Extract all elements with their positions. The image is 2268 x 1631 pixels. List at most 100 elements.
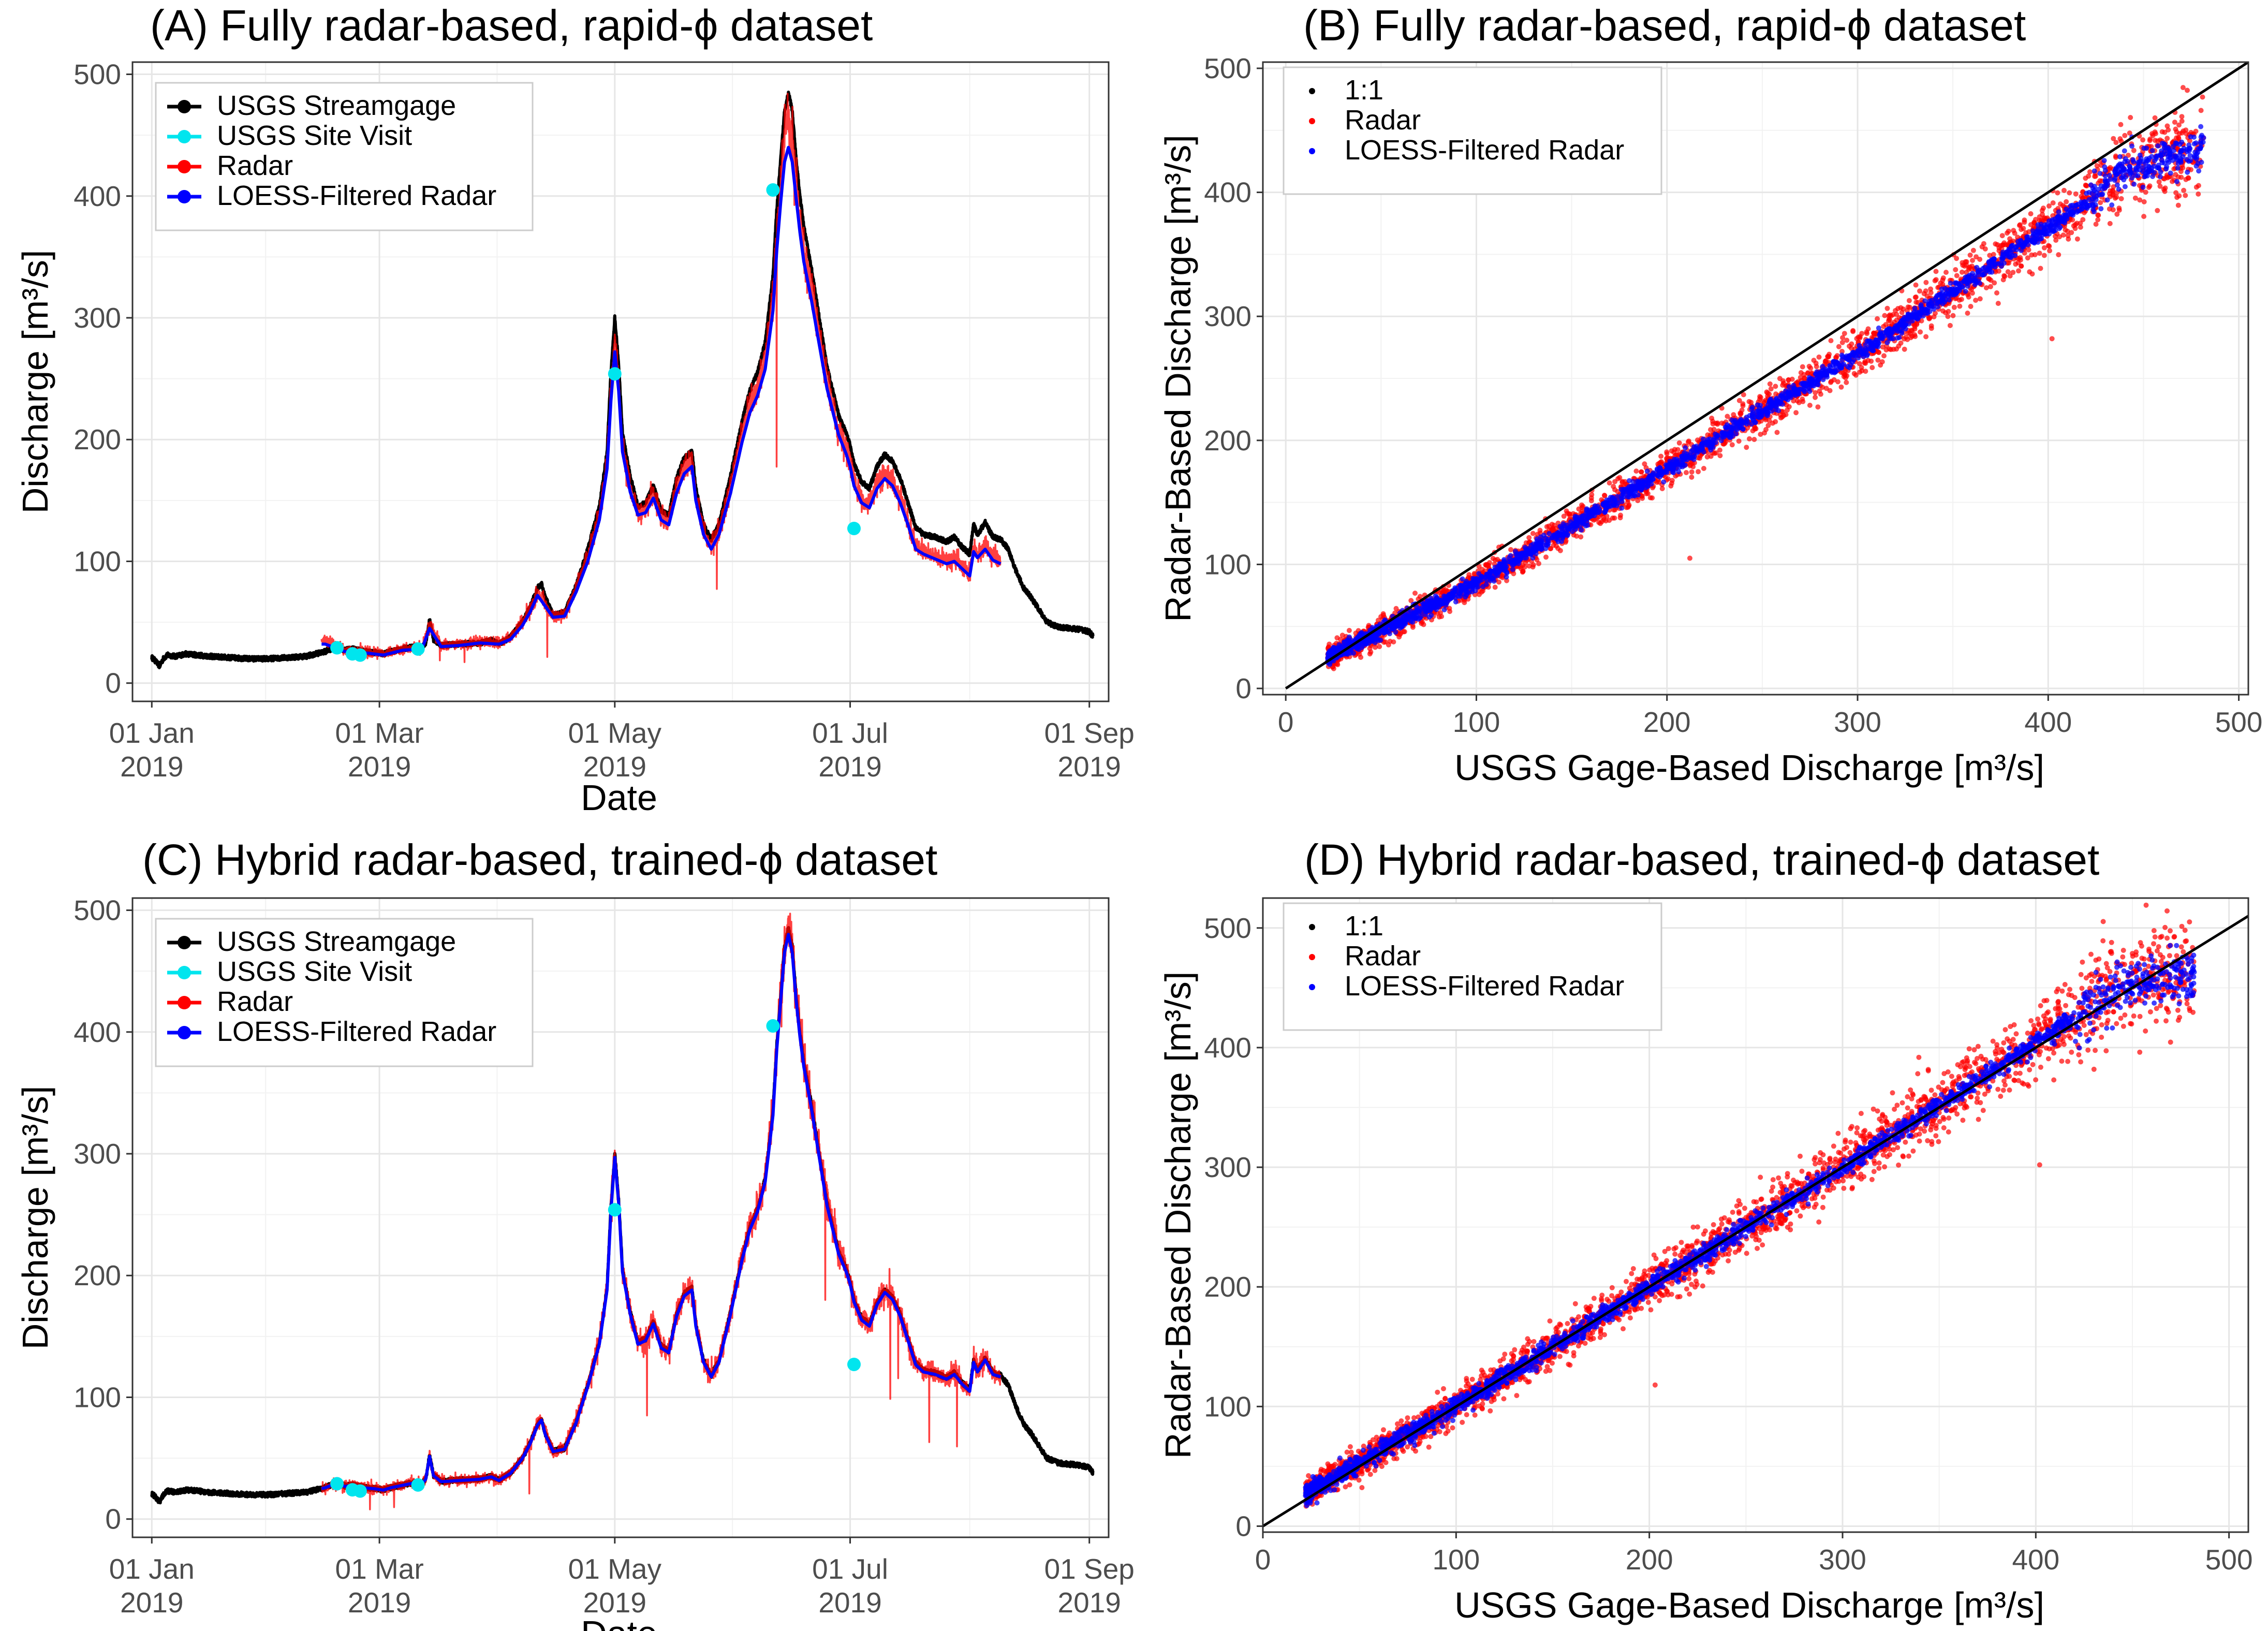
panel-title: (A) Fully radar-based, rapid-ϕ dataset: [150, 1, 873, 50]
radar-point: [2053, 238, 2059, 243]
radar-point: [1689, 469, 1695, 475]
radar-point: [2013, 261, 2019, 267]
loess-point: [1739, 417, 1744, 422]
loess-point: [2149, 154, 2155, 159]
loess-point: [1691, 457, 1697, 462]
radar-point: [2175, 202, 2181, 208]
radar-point: [2028, 211, 2034, 216]
loess-point: [1464, 579, 1469, 584]
radar-point: [2173, 190, 2179, 196]
radar-point: [1806, 363, 1812, 369]
loess-point: [1768, 405, 1774, 411]
radar-point: [1983, 285, 1989, 290]
loess-point: [1650, 472, 1655, 478]
x-tick-label: 2019: [120, 1586, 183, 1619]
radar-point: [1946, 308, 1951, 314]
radar-point: [1953, 267, 1958, 272]
loess-point: [1636, 484, 1641, 490]
loess-point: [1996, 261, 2001, 267]
radar-point: [1589, 492, 1595, 497]
legend-label: LOESS-Filtered Radar: [217, 180, 496, 211]
loess-point: [1474, 584, 1479, 590]
loess-point: [2168, 170, 2173, 176]
loess-point: [1486, 572, 1492, 578]
x-tick-label: 300: [1834, 706, 1881, 738]
loess-point: [1675, 460, 1681, 465]
loess-point: [1447, 596, 1453, 602]
legend-box: [1283, 66, 1662, 195]
radar-point: [2095, 217, 2101, 223]
loess-point: [1522, 545, 1528, 550]
x-tick-label: 01 Mar: [335, 717, 423, 749]
loess-point: [1483, 582, 1489, 587]
loess-point: [1606, 504, 1612, 509]
radar-point: [1884, 305, 1890, 311]
radar-point: [1492, 584, 1498, 590]
loess-point: [2129, 143, 2134, 149]
loess-point: [1899, 330, 1905, 336]
radar-point: [1367, 651, 1373, 657]
loess-point: [2140, 184, 2146, 190]
loess-point: [1774, 395, 1779, 401]
radar-point: [1709, 416, 1715, 421]
radar-point: [2045, 243, 2051, 248]
loess-point: [1778, 393, 1784, 399]
radar-point: [1412, 591, 1418, 596]
radar-point: [1612, 507, 1618, 512]
radar-point: [1813, 394, 1818, 400]
loess-point: [1467, 581, 1473, 586]
radar-point: [2173, 172, 2178, 178]
loess-point: [1604, 500, 1610, 506]
loess-point: [2035, 226, 2041, 232]
loess-point: [2185, 169, 2190, 175]
loess-point: [1851, 357, 1857, 363]
radar-point: [1840, 335, 1846, 341]
radar-point: [2029, 252, 2035, 258]
radar-point: [1642, 461, 1647, 467]
loess-point: [1736, 421, 1742, 427]
radar-point: [2155, 208, 2160, 213]
loess-point: [1456, 591, 1462, 596]
plot-area: [150, 913, 1095, 1510]
radar-point: [2019, 227, 2024, 232]
radar-point: [1736, 438, 1742, 444]
loess-point: [1460, 576, 1465, 582]
loess-point: [1884, 328, 1890, 333]
radar-point: [1959, 269, 1965, 275]
loess-point: [1700, 436, 1706, 442]
radar-point: [1639, 469, 1644, 475]
legend-key-point: [178, 130, 191, 143]
radar-point: [2181, 128, 2186, 134]
loess-point: [1428, 612, 1434, 618]
loess-point: [1458, 583, 1464, 589]
loess-point: [1758, 412, 1764, 418]
radar-point: [1940, 277, 1946, 283]
loess-point: [1586, 507, 1592, 513]
loess-point: [1530, 546, 1536, 551]
radar-point: [1373, 644, 1378, 650]
radar-point: [2156, 179, 2162, 185]
radar-point: [1828, 379, 1834, 385]
radar-point: [1950, 313, 1956, 318]
radar-point: [1805, 371, 1810, 376]
radar-point: [1717, 453, 1723, 459]
loess-point: [2084, 201, 2089, 207]
x-tick-label: 2019: [583, 751, 646, 783]
loess-point: [1953, 288, 1959, 293]
radar-point: [1669, 448, 1674, 454]
site-visit-point: [353, 648, 367, 662]
radar-point: [1988, 284, 1993, 289]
radar-point: [2143, 189, 2148, 195]
loess-point: [1425, 603, 1431, 608]
radar-point: [1815, 404, 1821, 410]
radar-point: [2137, 197, 2143, 203]
radar-point: [1746, 399, 1752, 404]
x-tick-label: 2019: [120, 751, 183, 783]
loess-point: [1453, 587, 1459, 593]
radar-point: [1977, 257, 1983, 262]
loess-point: [1644, 468, 1650, 474]
radar-point: [2019, 263, 2024, 269]
radar-point: [1645, 491, 1651, 496]
loess-point: [1905, 317, 1911, 322]
